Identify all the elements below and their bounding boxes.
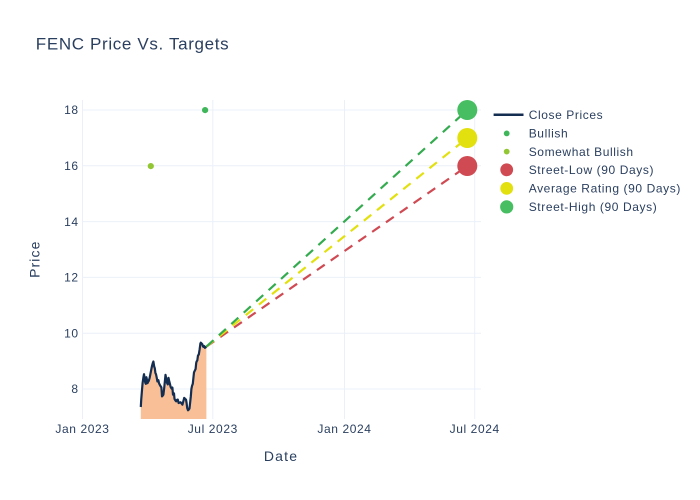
svg-text:Jan 2024: Jan 2024 [317,422,371,436]
svg-text:12: 12 [64,271,78,285]
svg-text:Bullish: Bullish [529,127,569,141]
svg-text:10: 10 [64,326,78,340]
svg-text:Jul 2023: Jul 2023 [188,422,238,436]
svg-text:8: 8 [71,382,78,396]
svg-text:16: 16 [64,159,78,173]
svg-text:Jul 2024: Jul 2024 [450,422,500,436]
svg-text:Date: Date [264,448,298,464]
svg-text:Jan 2023: Jan 2023 [55,422,109,436]
svg-text:Street-High (90 Days): Street-High (90 Days) [529,200,658,214]
svg-text:Average Rating (90 Days): Average Rating (90 Days) [529,182,681,196]
svg-text:Somewhat Bullish: Somewhat Bullish [529,145,634,159]
svg-text:Price: Price [27,240,43,277]
svg-text:Street-Low (90 Days): Street-Low (90 Days) [529,163,654,177]
svg-text:Close Prices: Close Prices [529,108,604,122]
svg-text:14: 14 [64,215,78,229]
svg-text:FENC Price Vs. Targets: FENC Price Vs. Targets [36,34,229,53]
svg-text:18: 18 [64,103,78,117]
